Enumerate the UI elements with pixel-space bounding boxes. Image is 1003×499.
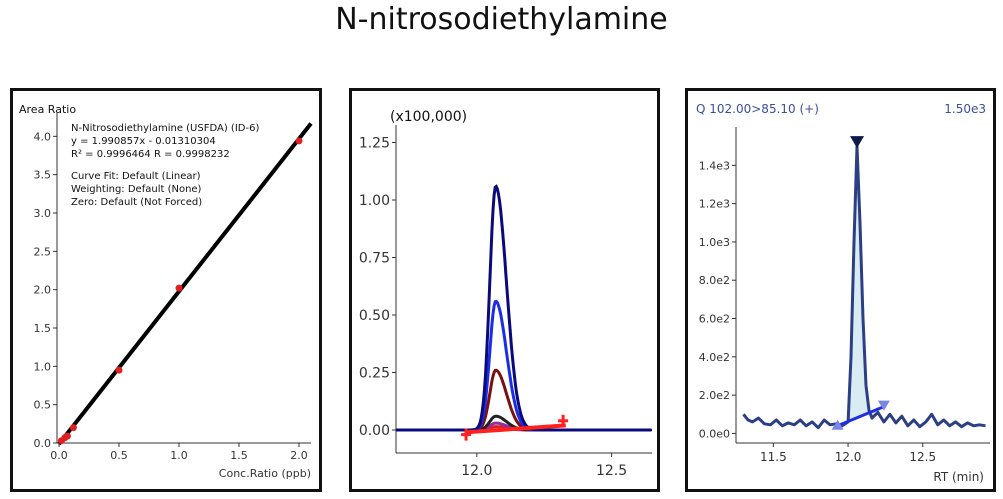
y-tick-label: 0.50 xyxy=(359,308,390,324)
x-tick-label: 12.5 xyxy=(596,463,627,479)
chromatogram-series xyxy=(396,184,652,432)
fit-annotation: Weighting: Default (None) xyxy=(71,184,202,195)
y-tick-label: 4.0e2 xyxy=(699,351,730,364)
scale-label: (x100,000) xyxy=(390,109,467,125)
max-intensity-label: 1.50e3 xyxy=(944,102,986,116)
regression-line xyxy=(57,122,313,446)
calibration-point xyxy=(295,137,303,145)
y-tick-label: 1.0 xyxy=(34,360,52,373)
fit-annotation: Zero: Default (Not Forced) xyxy=(71,197,202,208)
x-axis-label: RT (min) xyxy=(933,470,984,484)
peak-integration-panel: Q 102.00>85.10 (+) 1.50e3 0.0e0 2.0e2 4.0e2 6… xyxy=(685,88,996,492)
fit-annotation: Curve Fit: Default (Linear) xyxy=(71,171,201,182)
y-tick-label: 3.0 xyxy=(34,207,52,220)
x-tick-label: 12.0 xyxy=(835,450,862,464)
y-tick-label: 8.0e2 xyxy=(699,274,730,287)
y-tick-label: 0.0e0 xyxy=(699,427,730,440)
chromatogram-series xyxy=(396,299,652,432)
y-tick-label: 1.00 xyxy=(359,193,390,209)
integration-baseline xyxy=(837,405,885,428)
x-axis-label: Conc.Ratio (ppb) xyxy=(219,467,311,480)
y-tick-label: 1.5 xyxy=(34,322,52,335)
y-tick-label: 3.5 xyxy=(34,169,52,182)
x-tick-label: 1.0 xyxy=(170,449,188,462)
y-tick-label: 2.5 xyxy=(34,245,52,258)
y-axis-label: Area Ratio xyxy=(19,103,76,116)
y-tick-label: 0.25 xyxy=(359,366,390,382)
y-tick-label: 2.0 xyxy=(34,284,52,297)
y-tick-label: 4.0 xyxy=(34,130,52,143)
calibration-point xyxy=(63,432,71,440)
x-tick-label: 12.0 xyxy=(461,463,492,479)
y-tick-label: 1.25 xyxy=(359,136,390,152)
x-tick-label: 12.5 xyxy=(909,450,936,464)
peak-apex-marker xyxy=(850,136,865,149)
ion-trace xyxy=(742,144,986,430)
chromatogram-overlay-chart: (x100,000) 0.00 0.25 0.50 0.75 1.00 1.25 12.0 12… xyxy=(359,109,652,479)
y-tick-label: 6.0e2 xyxy=(699,313,730,326)
x-tick-label: 1.5 xyxy=(230,449,248,462)
y-tick-label: 0.00 xyxy=(359,423,390,439)
y-tick-label: 1.2e3 xyxy=(699,198,730,211)
y-tick-label: 0.5 xyxy=(34,399,52,412)
x-tick-label: 11.5 xyxy=(760,450,787,464)
fit-annotation: N-Nitrosodiethylamine (USFDA) (ID-6) xyxy=(71,123,259,134)
chart-title: Q 102.00>85.10 (+) xyxy=(696,102,819,116)
x-tick-label: 0.5 xyxy=(110,449,128,462)
y-tick-label: 1.0e3 xyxy=(699,236,730,249)
page-title: N-nitrosodiethylamine xyxy=(335,2,668,37)
peak-integration-chart: Q 102.00>85.10 (+) 1.50e3 0.0e0 2.0e2 4.0e2 6… xyxy=(696,102,990,484)
integration-baseline xyxy=(465,423,566,435)
y-tick-label: 0.0 xyxy=(34,437,52,450)
calibration-point xyxy=(115,366,123,374)
calibration-curve-chart: Area Ratio 0.0 0.5 1.0 1.5 2.0 2.5 3.0 3.5 4.0 0.0… xyxy=(19,103,313,480)
y-tick-label: 0.75 xyxy=(359,251,390,267)
peak-end-marker xyxy=(877,400,890,411)
chromatogram-overlay-panel: (x100,000) 0.00 0.25 0.50 0.75 1.00 1.25 12.0 12… xyxy=(349,88,660,492)
peak-start-marker xyxy=(831,419,844,430)
calibration-curve-panel: Area Ratio 0.0 0.5 1.0 1.5 2.0 2.5 3.0 3.5 4.0 0.0… xyxy=(10,88,322,492)
fit-annotation: y = 1.990857x - 0.01310304 xyxy=(71,136,216,147)
calibration-point xyxy=(175,284,183,292)
x-tick-label: 0.0 xyxy=(50,449,68,462)
fit-annotation: R² = 0.9996464 R = 0.9998232 xyxy=(71,149,230,160)
y-tick-label: 1.4e3 xyxy=(699,159,730,172)
x-tick-label: 2.0 xyxy=(290,449,308,462)
y-tick-label: 2.0e2 xyxy=(699,389,730,402)
calibration-point xyxy=(69,424,77,432)
